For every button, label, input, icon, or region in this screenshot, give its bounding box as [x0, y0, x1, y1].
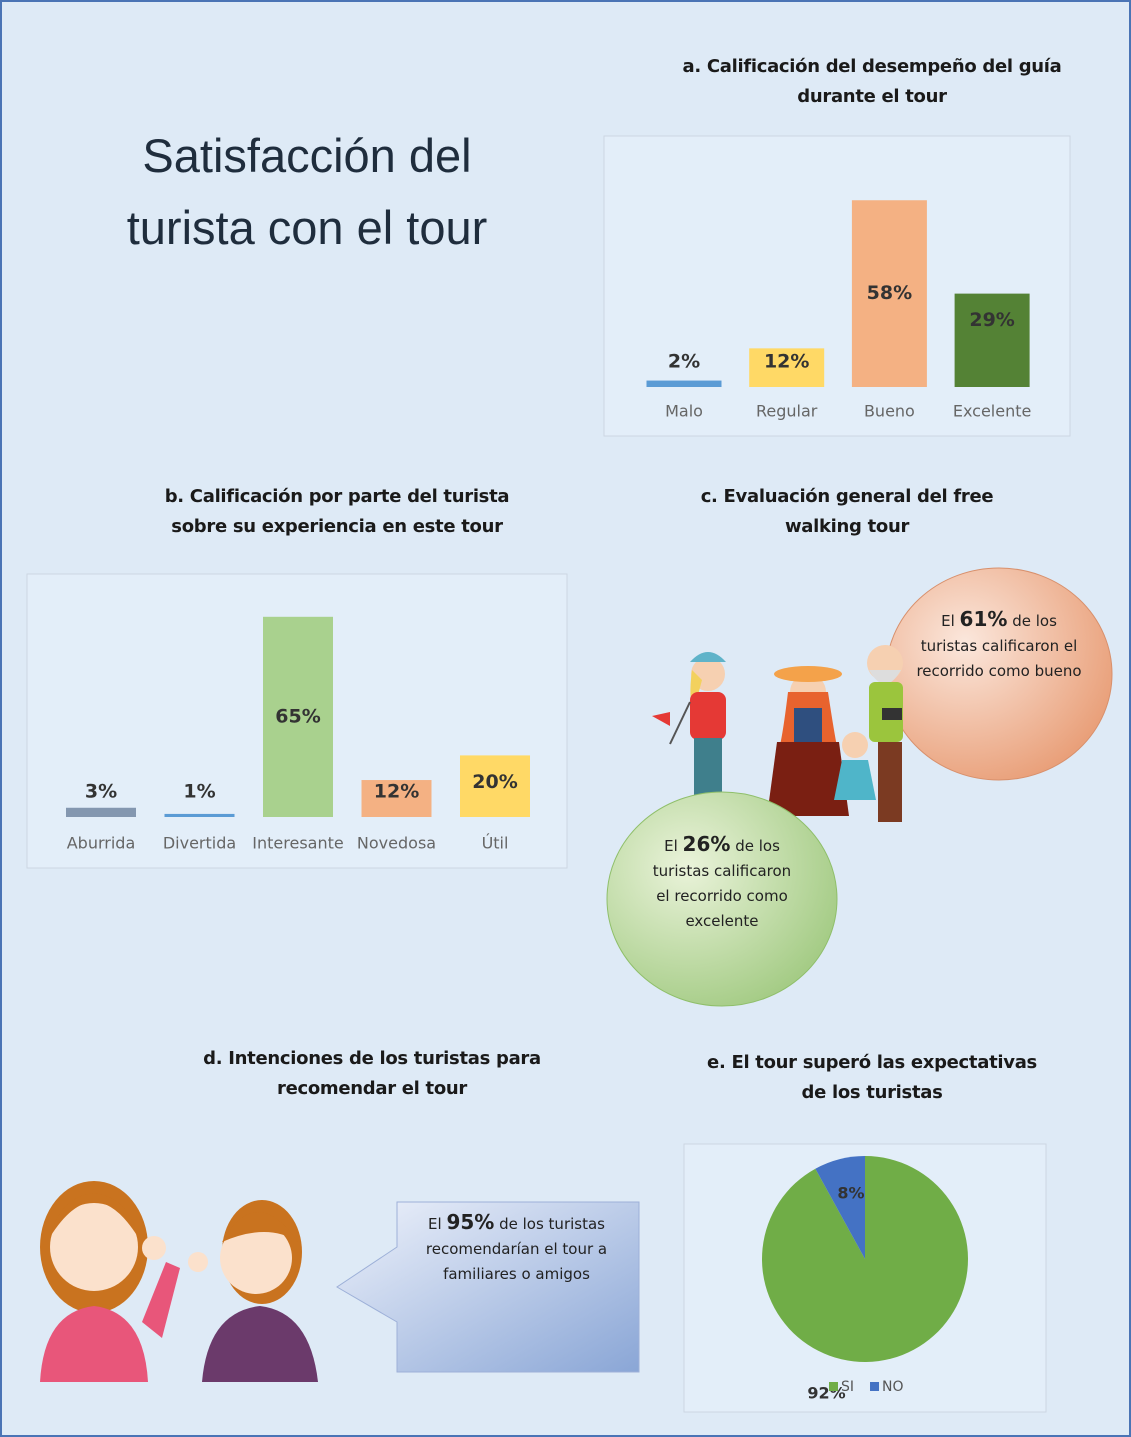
value-label: 65% [275, 705, 320, 727]
x-tick-label: Interesante [252, 834, 343, 853]
bar [955, 294, 1030, 387]
tourists-illustration [652, 645, 903, 822]
x-tick-label: Malo [665, 402, 703, 421]
value-label: 92% [807, 1383, 845, 1402]
legend-swatch [829, 1382, 838, 1391]
women-illustration [40, 1181, 318, 1382]
chart-title: a. Calificación del desempeño del guía d… [662, 52, 1082, 112]
section-title: d. Intenciones de los turistas para reco… [202, 1044, 542, 1104]
value-label: 8% [837, 1184, 864, 1203]
x-tick-label: Útil [482, 834, 509, 853]
value-label: 12% [374, 781, 419, 803]
bar [647, 381, 722, 387]
value-label: 58% [867, 282, 912, 304]
bar [165, 814, 235, 817]
callout-before: El [664, 837, 678, 855]
x-tick-label: Bueno [864, 402, 915, 421]
legend-swatch [870, 1382, 879, 1391]
callout-value: 61% [960, 607, 1008, 631]
x-tick-label: Excelente [953, 402, 1031, 421]
legend-label: SI [841, 1379, 854, 1395]
main-title: Satisfacción del turista con el tour [97, 120, 517, 264]
callout-value: 26% [683, 832, 731, 856]
callout-before: El [428, 1215, 442, 1233]
callout-text: El 95% de los turistas recomendarían el … [404, 1210, 629, 1287]
callout-text: El 26% de los turistas calificaron el re… [647, 832, 797, 934]
value-label: 3% [85, 781, 117, 803]
x-tick-label: Regular [756, 402, 818, 421]
chart-a-frame [604, 136, 1070, 436]
value-label: 12% [764, 351, 809, 373]
x-tick-label: Novedosa [357, 834, 436, 853]
bar [66, 808, 136, 817]
callout-value: 95% [446, 1210, 494, 1234]
callout-before: El [941, 612, 955, 630]
chart-title: e. El tour superó las expectativas de lo… [702, 1048, 1042, 1108]
legend-label: NO [882, 1379, 904, 1395]
section-title: c. Evaluación general del free walking t… [662, 482, 1032, 542]
x-tick-label: Divertida [163, 834, 236, 853]
value-label: 2% [668, 351, 700, 373]
chart-title: b. Calificación por parte del turista so… [152, 482, 522, 542]
value-label: 29% [969, 309, 1014, 331]
value-label: 1% [183, 781, 215, 803]
callout-text: El 61% de los turistas calificaron el re… [914, 607, 1084, 684]
page: 2% Malo 12% Regular 58% Bueno 29% Excelente 3% Ab… [0, 0, 1131, 1437]
x-tick-label: Aburrida [67, 834, 136, 853]
value-label: 20% [472, 771, 517, 793]
